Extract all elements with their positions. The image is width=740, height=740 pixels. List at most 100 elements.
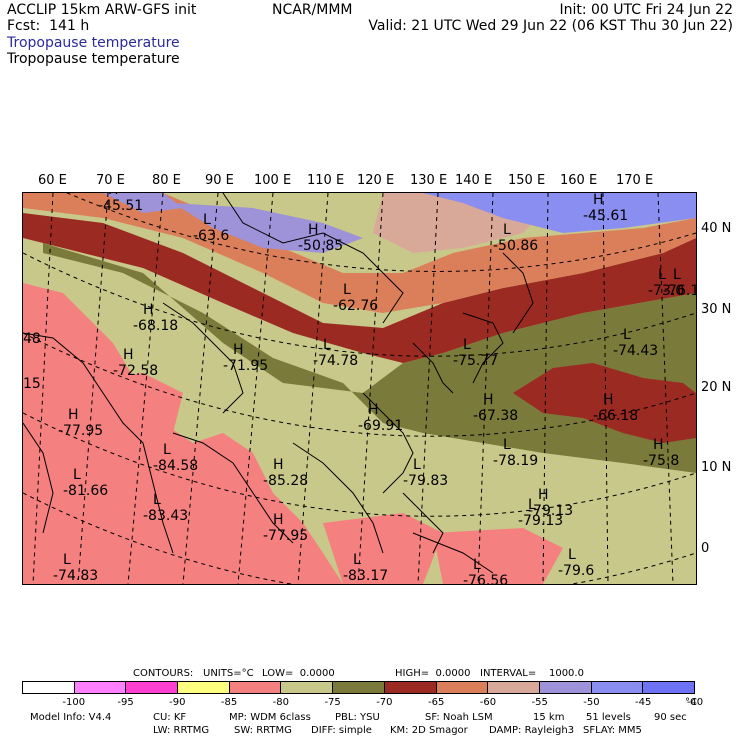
color-swatch (488, 682, 540, 693)
lon-label: 70 E (96, 173, 125, 188)
lon-label: 140 E (455, 173, 493, 188)
high-value: -75.8 (643, 453, 679, 469)
low-marker: L (63, 552, 71, 568)
field-title: Tropopause temperature (7, 51, 180, 67)
high-value: -71.95 (223, 358, 268, 374)
high-marker: H (273, 512, 284, 528)
high-value: -69.91 (358, 418, 403, 434)
low-marker: L (623, 327, 631, 343)
scale-tick: -85 (220, 697, 238, 708)
scale-tick: -45 (635, 697, 652, 708)
color-swatch (643, 682, 694, 693)
lat-label: 10 N (701, 460, 732, 475)
low-marker: L (343, 282, 351, 298)
band-m70-65 (513, 363, 696, 443)
color-swatch (384, 682, 437, 693)
high-value: -68.18 (133, 318, 178, 334)
high-marker: H (483, 392, 494, 408)
meridian (657, 193, 674, 584)
pbl-scheme: PBL: YSU (335, 712, 380, 723)
meridian (357, 193, 384, 584)
high-marker: H (593, 193, 604, 208)
high-marker: H (123, 347, 134, 363)
valid-time: Valid: 21 UTC Wed 29 Jun 22 (06 KST Thu … (368, 18, 733, 34)
lon-label: 170 E (616, 173, 654, 188)
band-m50-45 (423, 193, 696, 233)
low-marker: L (153, 492, 161, 508)
model-title: ACCLIP 15km ARW-GFS init (7, 2, 197, 18)
lon-label: 60 E (38, 173, 67, 188)
high-marker: H (68, 407, 79, 423)
lat-label: 30 N (701, 302, 732, 317)
surface-layer-option: SFLAY: MM5 (583, 725, 642, 736)
map-canvas: H-45.51H-50.85H-45.61H-72.58H-71.95H-77.… (23, 193, 696, 584)
band-m65-60 (23, 193, 696, 313)
microphysics-scheme: MP: WDM 6class (229, 712, 311, 723)
legend-contours: CONTOURS: (133, 668, 194, 679)
coastline (23, 422, 54, 534)
legend-units: UNITS=°C (203, 668, 254, 679)
init-time: Init: 00 UTC Fri 24 Jun 22 (559, 2, 733, 18)
high-value: -45.61 (583, 208, 628, 224)
parallel (23, 412, 696, 517)
scale-tick: -95 (117, 697, 134, 708)
coastline (412, 532, 494, 574)
scale-tick: -100 (62, 697, 86, 708)
low-value: -76.1 (663, 283, 696, 299)
damping-option: DAMP: Rayleigh3 (489, 725, 575, 736)
high-marker: H (108, 193, 119, 198)
coastline (222, 193, 404, 324)
scale-tick: -40 (686, 697, 704, 708)
low-marker: L (503, 437, 511, 453)
high-marker: H (273, 457, 284, 473)
temperature-bands (23, 193, 696, 584)
low-marker: L (413, 457, 421, 473)
low-marker: L (163, 442, 171, 458)
meridian (182, 193, 219, 584)
lon-label: 100 E (254, 173, 292, 188)
shortwave-scheme: SW: RRTMG (234, 725, 292, 736)
low-value: -78.19 (493, 453, 538, 469)
coastline (462, 312, 504, 384)
lon-label: 150 E (508, 173, 546, 188)
coastline (172, 432, 294, 544)
cumulus-scheme: CU: KF (153, 712, 187, 723)
scale-tick: -50 (583, 697, 600, 708)
meridian (77, 193, 109, 584)
low-value: -73.0 (648, 283, 684, 299)
parallel (23, 252, 696, 357)
meridian (297, 193, 329, 584)
high-value: -79.13 (528, 503, 573, 519)
meridian (127, 193, 164, 584)
low-value: -62.76 (333, 298, 378, 314)
meridian (477, 193, 494, 584)
low-marker: L (73, 467, 81, 483)
diffusion-option: DIFF: simple (311, 725, 372, 736)
lon-label: 120 E (357, 173, 395, 188)
lat-label: 40 N (701, 221, 732, 236)
low-marker: L (568, 547, 576, 563)
organization-label: NCAR/MMM (272, 2, 353, 18)
coastline (502, 252, 534, 334)
scale-tick: -75 (324, 697, 341, 708)
color-swatch (591, 682, 644, 693)
forecast-hour: Fcst: 141 h (7, 18, 90, 34)
low-value: -74.83 (53, 568, 98, 584)
low-marker: L (463, 337, 471, 353)
field-title-blue: Tropopause temperature (7, 35, 180, 51)
band-m70-65 (23, 213, 696, 363)
high-value: -50.85 (298, 238, 343, 254)
legend-interval: INTERVAL= 1000.0 (480, 668, 584, 679)
edge-value: 15 (23, 376, 41, 392)
coastline (23, 332, 174, 554)
meridian (417, 193, 439, 584)
legend-low: LOW= 0.0000 (262, 668, 335, 679)
parallel (66, 193, 696, 272)
color-swatch (229, 682, 282, 693)
band-m85-80 (433, 528, 563, 584)
band-m55-50 (173, 203, 363, 253)
scale-tick: -90 (169, 697, 186, 708)
scale-tick: -65 (427, 697, 445, 708)
low-marker: L (503, 222, 511, 238)
band-m85-80 (63, 373, 183, 443)
